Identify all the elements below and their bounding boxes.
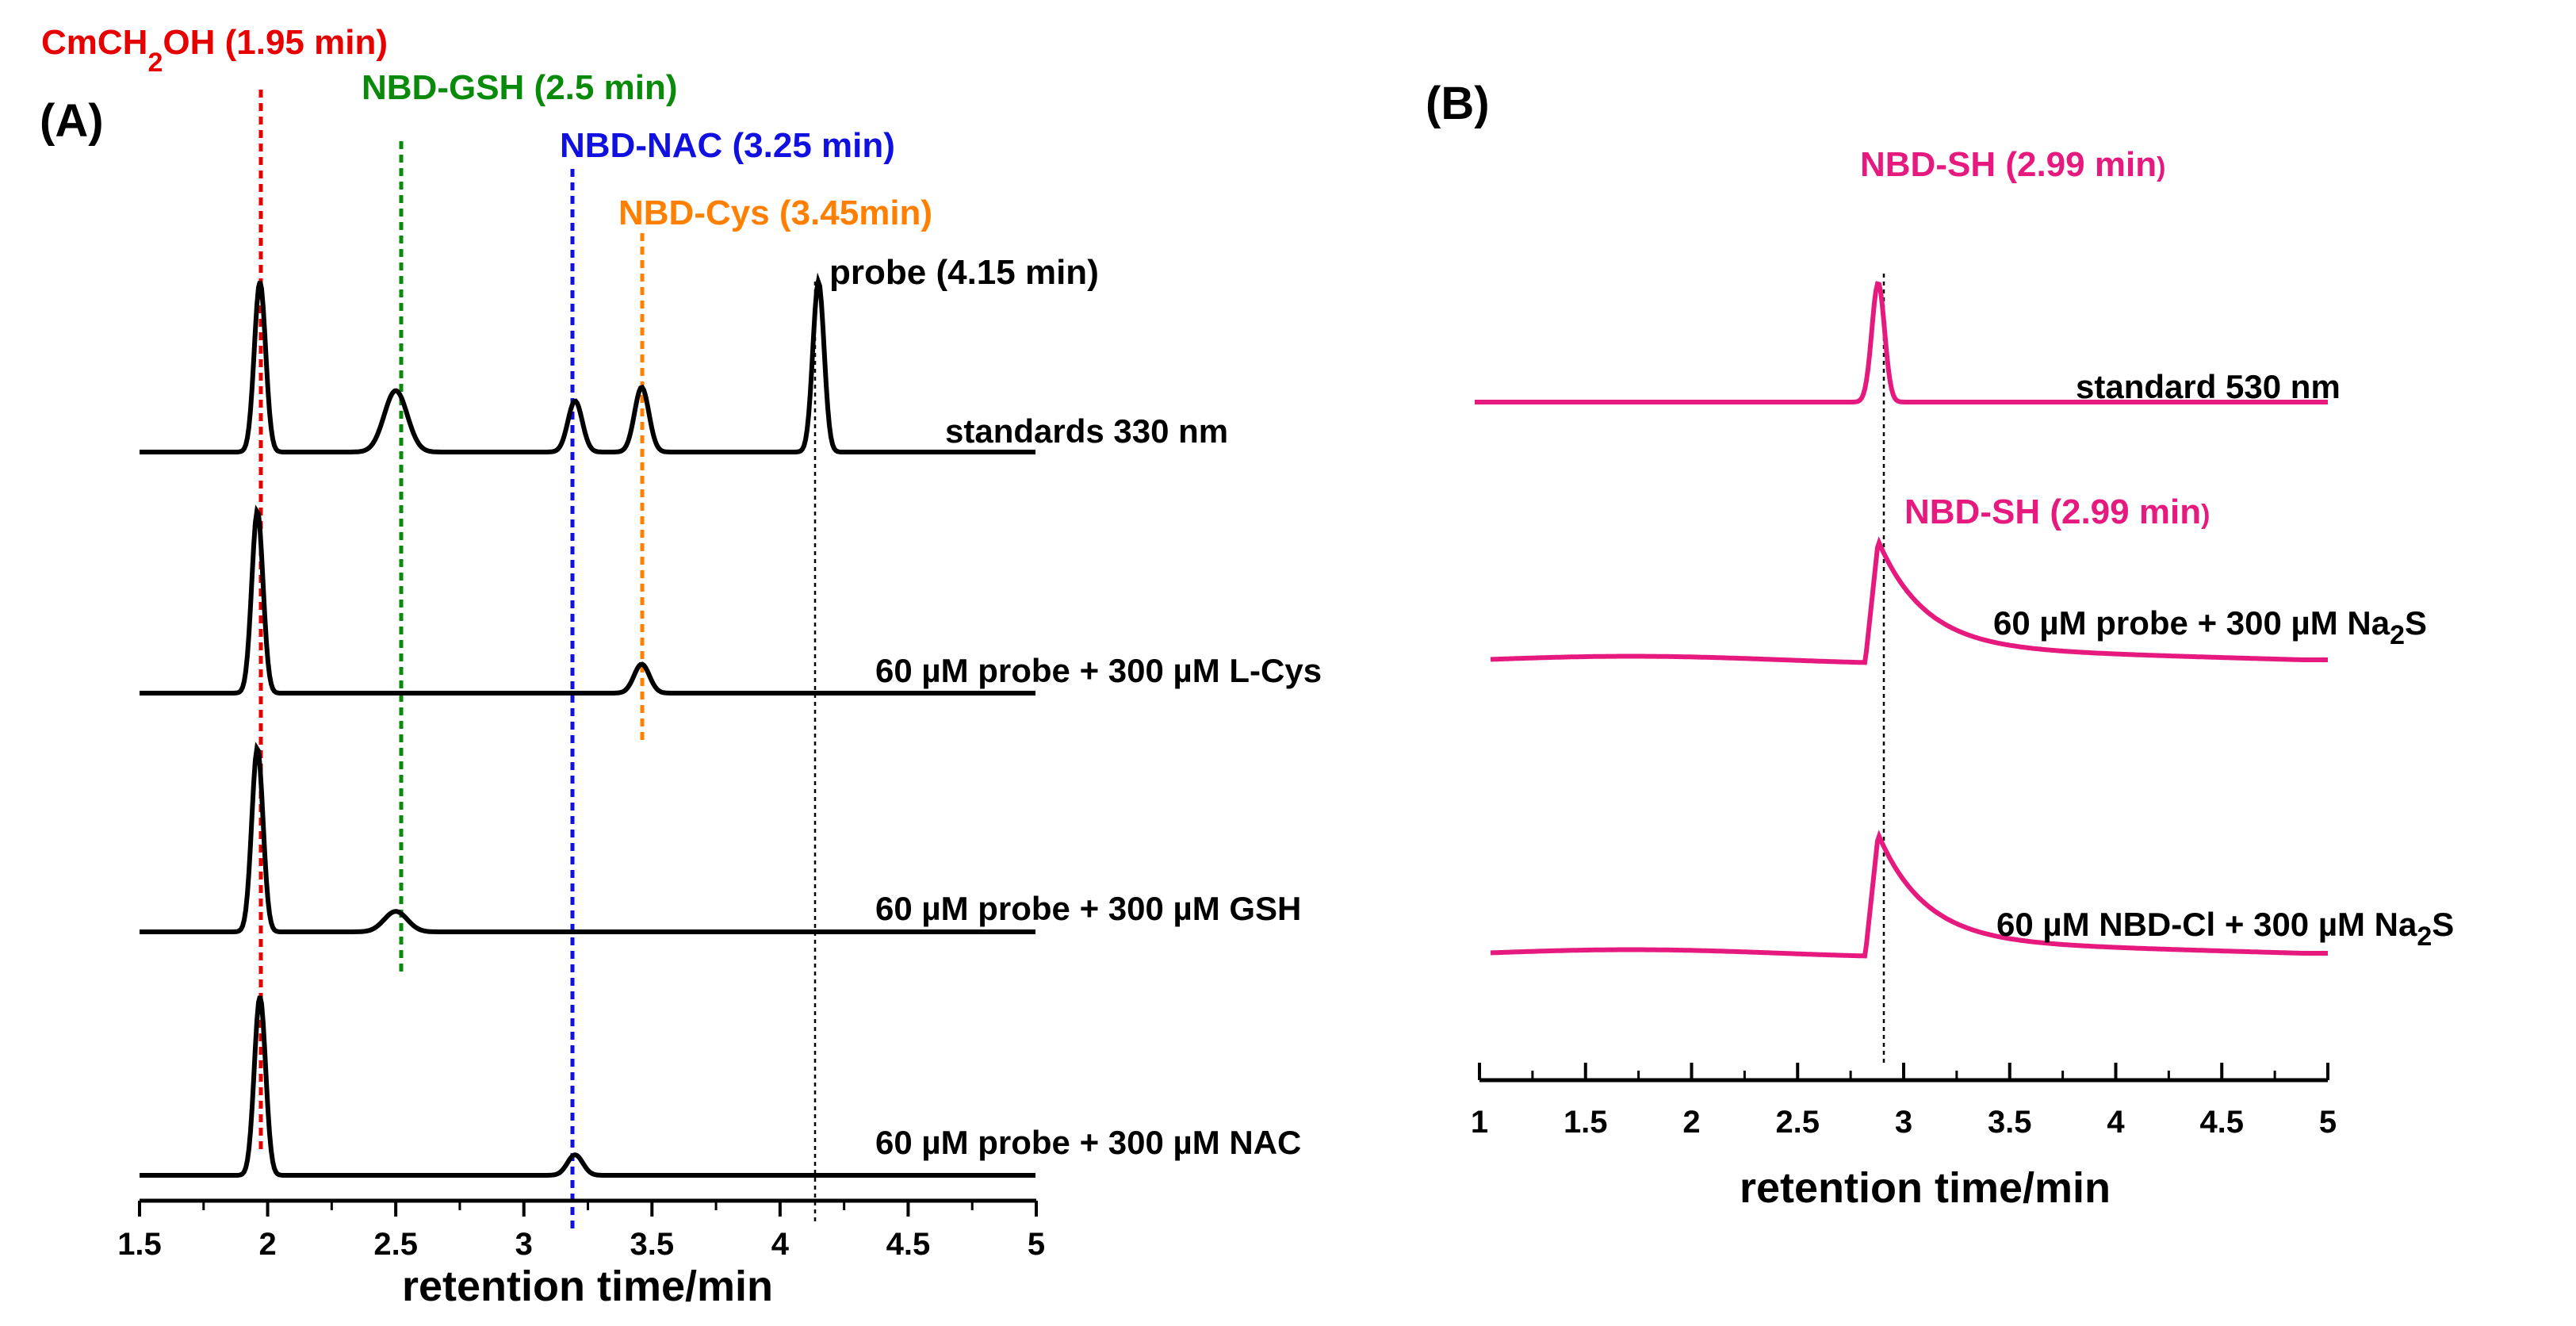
series-label-nbdcl-na2s: 60 µM NBD-Cl + 300 µM Na2S [1996,906,2454,952]
x-ticks-b: 1 1.5 2 2.5 3 3.5 4 4.5 5 [1471,1063,2337,1140]
x-tick-label-a: 2.5 [373,1227,418,1262]
x-tick-label-b: 3.5 [1988,1105,2032,1140]
marker-label-probe: probe (4.15 min) [829,253,1099,292]
x-tick-label-b: 3 [1895,1105,1912,1140]
x-tick-label-b: 2.5 [1775,1105,1820,1140]
x-axis-label-a: retention time/min [402,1263,773,1310]
x-tick-label-a: 3 [515,1227,533,1262]
panel-b-label: (B) [1426,78,1490,129]
x-tick-label-a: 5 [1028,1227,1045,1262]
marker-label-gsh: NBD-GSH (2.5 min) [362,68,677,107]
x-tick-label-a: 1.5 [117,1227,162,1262]
x-tick-label-a: 4 [771,1227,790,1262]
marker-label-cys: NBD-Cys (3.45min) [618,194,932,232]
series-label-nac: 60 µM probe + 300 µM NAC [875,1124,1301,1161]
trace-standard-530 [1475,281,2328,404]
marker-label-nac: NBD-NAC (3.25 min) [560,126,895,165]
x-axis-label-b: retention time/min [1740,1164,2111,1212]
series-label-gsh: 60 µM probe + 300 µM GSH [875,890,1301,927]
series-label-lcys: 60 µM probe + 300 µM L-Cys [875,652,1322,689]
series-label-standards: standards 330 nm [945,412,1228,450]
panel-a-label: (A) [40,95,104,147]
trace-nbdcl-na2s [1490,830,2328,959]
trace-lcys [140,504,1035,696]
series-label-standard-530: standard 530 nm [2076,368,2341,405]
trace-standards [140,272,1035,454]
trace-probe-na2s [1490,536,2328,665]
peak-label-nbdsh-1: NBD-SH (2.99 min) [1860,145,2165,184]
x-ticks-a: 1.5 2 2.5 3 3.5 4 4.5 5 [117,1201,1045,1262]
x-tick-label-a: 4.5 [886,1227,931,1262]
panel-a: (A) CmCH2OH (1.95 min) NBD-GSH (2.5 min)… [40,23,1322,1310]
trace-nac [140,995,1035,1178]
marker-label-cmch2oh: CmCH2OH (1.95 min) [41,23,388,78]
x-tick-label-b: 1.5 [1564,1105,1608,1140]
x-tick-label-a: 2 [258,1227,276,1262]
panel-b: (B) NBD-SH (2.99 min) NBD-SH (2.99 min) … [1426,78,2454,1212]
x-tick-label-a: 3.5 [630,1227,674,1262]
x-tick-label-b: 1 [1471,1105,1488,1140]
x-tick-label-b: 5 [2319,1105,2337,1140]
peak-label-nbdsh-2: NBD-SH (2.99 min) [1904,492,2210,531]
trace-gsh [140,742,1035,934]
x-tick-label-b: 4 [2107,1105,2125,1140]
series-label-probe-na2s: 60 µM probe + 300 µM Na2S [1993,604,2427,650]
x-tick-label-b: 2 [1682,1105,1700,1140]
x-tick-label-b: 4.5 [2199,1105,2244,1140]
